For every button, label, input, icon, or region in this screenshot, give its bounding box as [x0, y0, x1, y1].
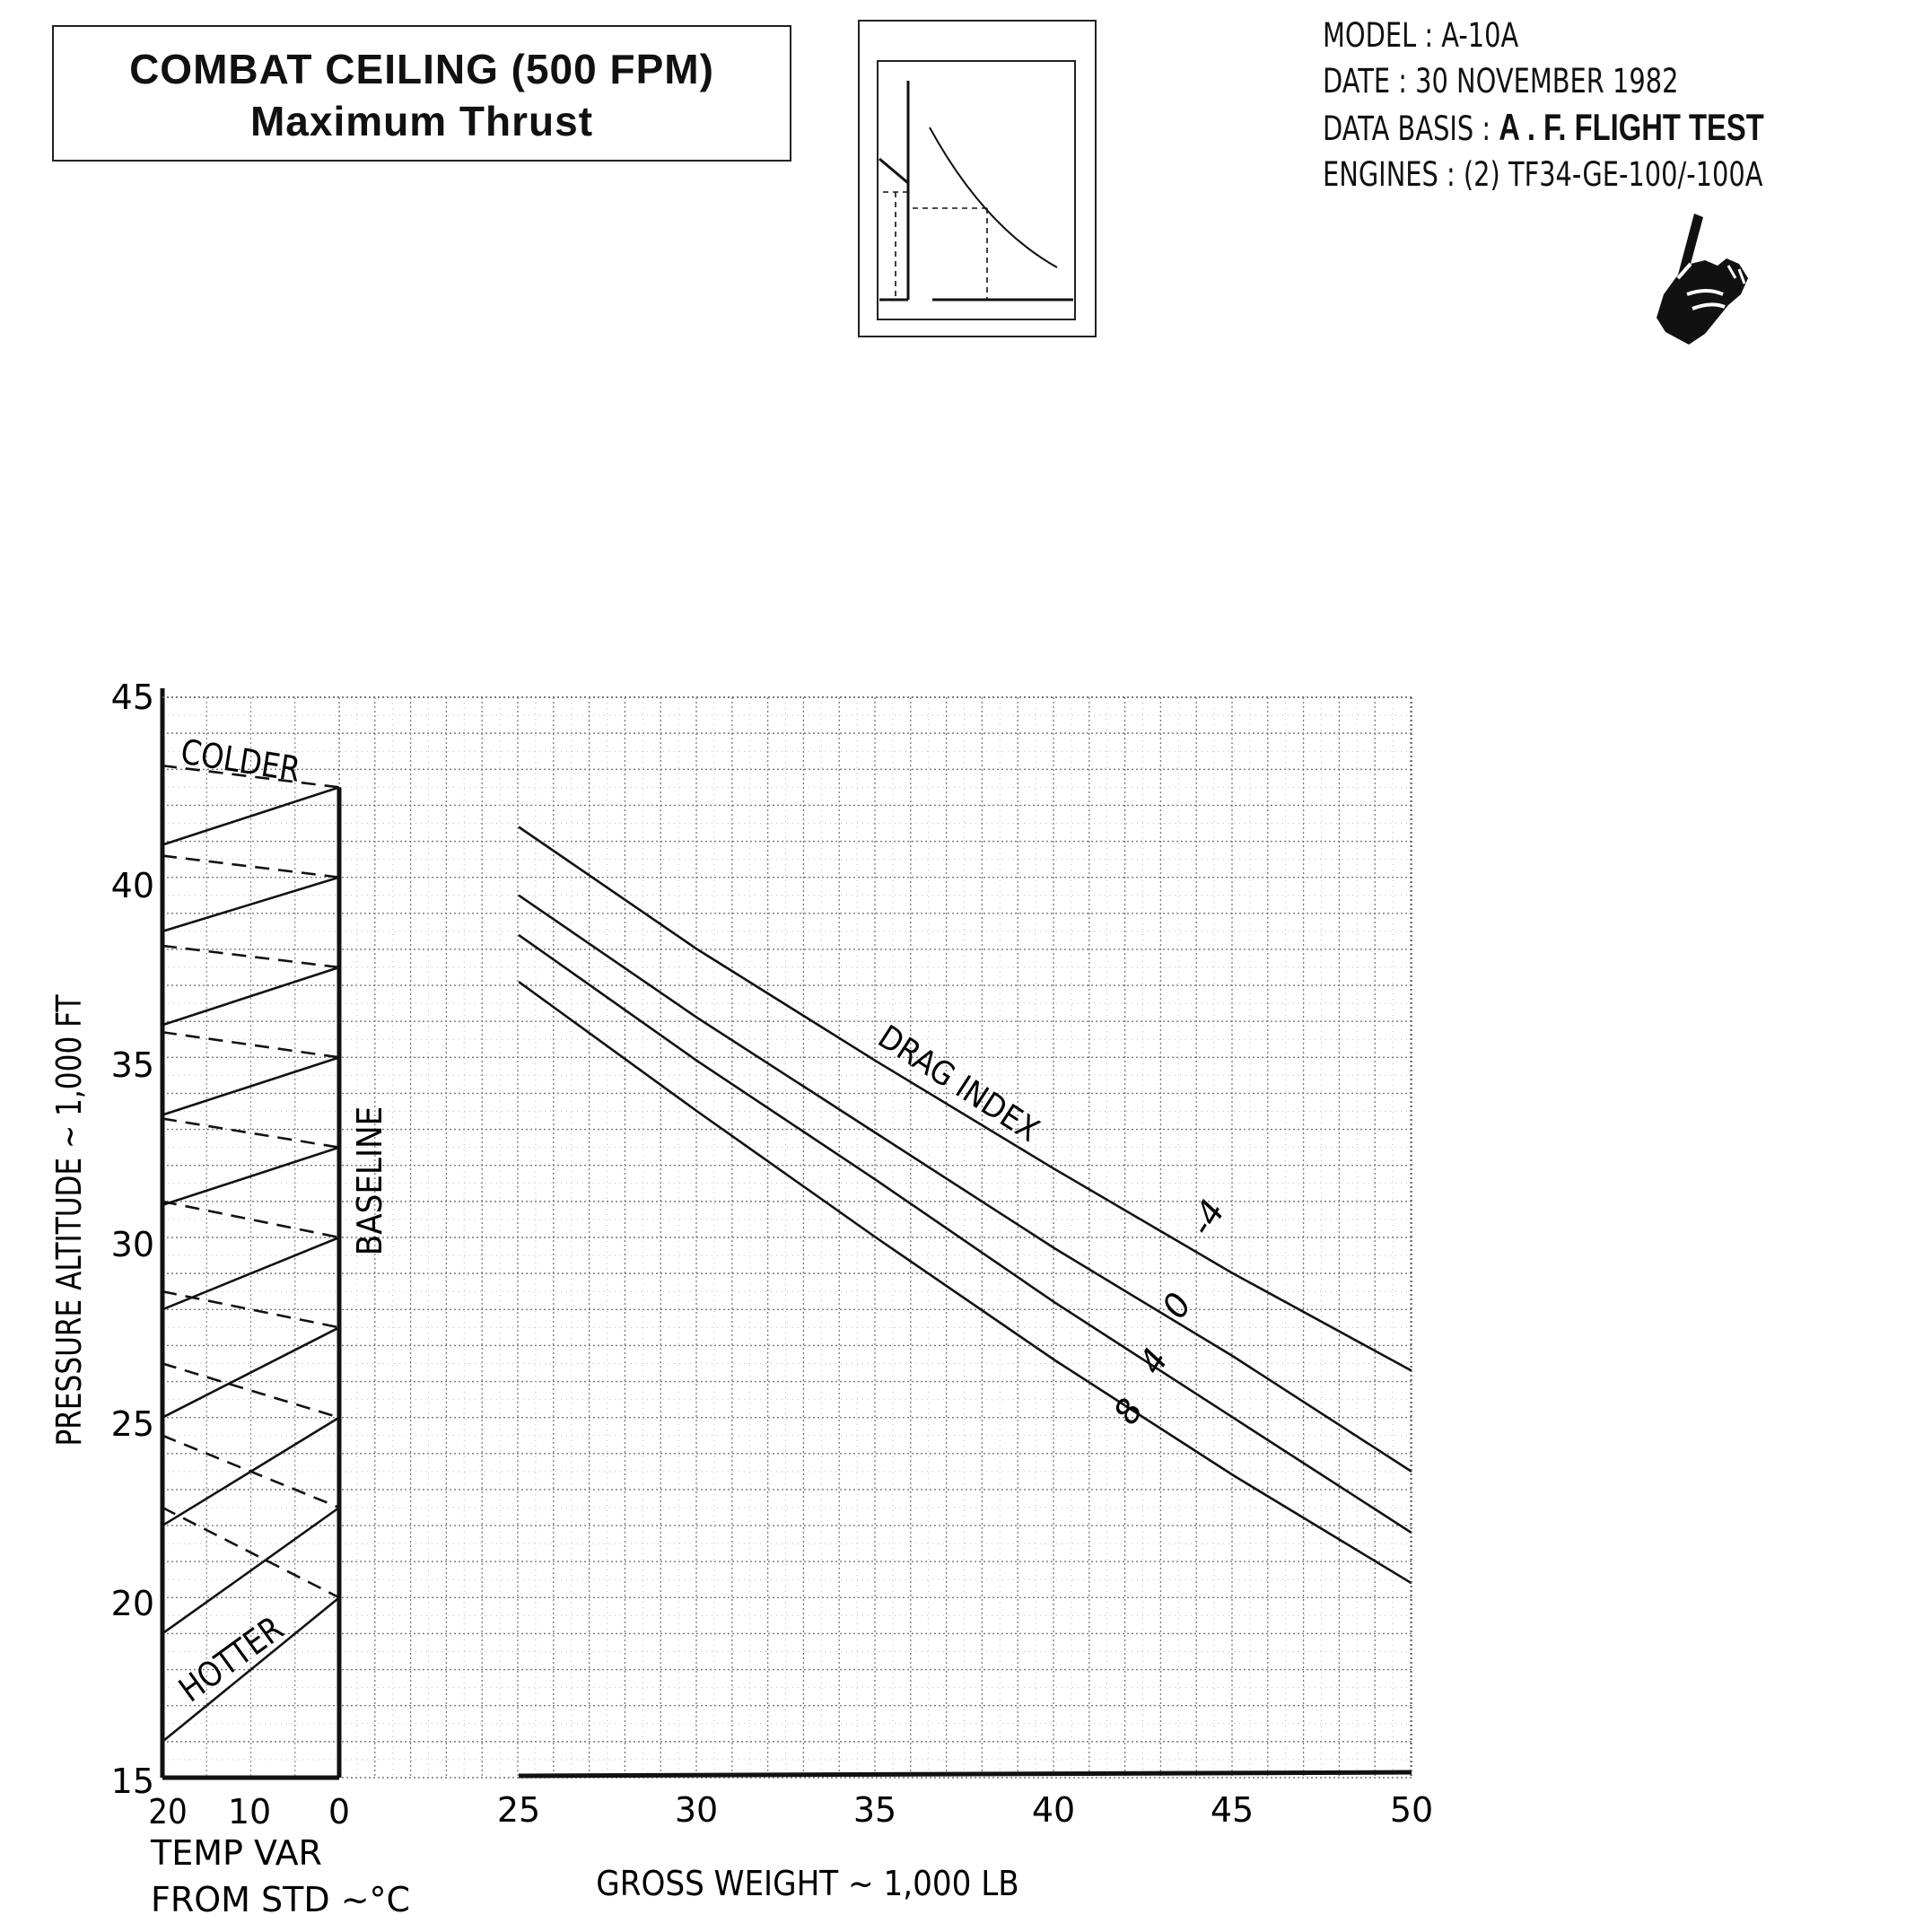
drag-index-title: DRAG INDEX: [871, 1018, 1045, 1150]
drag-index-series-line: [518, 933, 1412, 1534]
temp-x-tick: 0: [328, 1792, 350, 1831]
temp-x-tick: 10: [228, 1792, 271, 1831]
weight-x-tick: 50: [1390, 1790, 1433, 1830]
weight-x-axis-label: GROSS WEIGHT ~ 1,000 LB: [596, 1863, 1018, 1903]
series-label: 4: [1131, 1342, 1176, 1381]
weight-x-tick: 25: [497, 1790, 540, 1830]
drag-index-series-line: [518, 826, 1412, 1372]
y-tick-label: 40: [111, 866, 154, 905]
model-value: A-10A: [1441, 16, 1519, 55]
series-label: -4: [1181, 1193, 1232, 1242]
info-data-basis: DATA BASIS : A . F. FLIGHT TEST: [1323, 104, 1764, 152]
info-engines: ENGINES : (2) TF34-GE-100/-100A: [1323, 152, 1764, 197]
colder-guide-line: [162, 1434, 340, 1509]
engines-value: (2) TF34-GE-100/-100A: [1463, 155, 1763, 194]
y-tick-label: 35: [111, 1045, 154, 1085]
weight-x-tick: 40: [1032, 1790, 1075, 1830]
y-tick-label: 15: [111, 1762, 154, 1801]
chart-usage-diagram-icon: [858, 20, 1097, 337]
hotter-guide-line: [162, 1326, 340, 1419]
chart-subtitle: Maximum Thrust: [249, 98, 594, 144]
colder-guide-line: [162, 944, 340, 969]
temp-x-axis-label-line2: FROM STD ~°C: [151, 1880, 410, 1919]
y-tick-label: 45: [111, 678, 154, 717]
hotter-guide-line: [162, 1596, 340, 1743]
drag-index-lines: [518, 826, 1412, 1585]
info-model: MODEL : A-10A: [1323, 13, 1764, 58]
date-label: DATE :: [1323, 62, 1416, 101]
chart-title: COMBAT CEILING (500 FPM): [129, 46, 714, 92]
weight-x-tick: 35: [853, 1790, 896, 1830]
drag-index-series-line: [518, 894, 1412, 1473]
chart-title-box: COMBAT CEILING (500 FPM) Maximum Thrust: [52, 25, 791, 162]
colder-guide-line: [162, 1200, 340, 1239]
date-value: 30 NOVEMBER 1982: [1415, 62, 1679, 101]
temp-x-axis-label: TEMP VAR: [150, 1833, 322, 1873]
hotter-guide-line: [162, 1056, 340, 1116]
weight-x-tick: 30: [675, 1790, 718, 1830]
model-label: MODEL :: [1323, 16, 1442, 55]
hotter-label: HOTTER: [172, 1609, 291, 1710]
y-axis-label: PRESSURE ALTITUDE ~ 1,000 FT: [50, 994, 90, 1447]
engines-label: ENGINES :: [1323, 155, 1464, 194]
drag-index-series-line: [518, 981, 1412, 1585]
temperature-correction-lines: [162, 764, 340, 1743]
weight-x-tick: 45: [1211, 1790, 1254, 1830]
colder-guide-line: [162, 1289, 340, 1329]
info-date: DATE : 30 NOVEMBER 1982: [1323, 58, 1764, 104]
colder-guide-line: [162, 1030, 340, 1059]
pointing-hand-icon: [1657, 214, 1748, 345]
chart-axes: [160, 688, 1412, 1780]
hotter-guide-line: [162, 966, 340, 1027]
hotter-guide-line: [162, 786, 340, 846]
temp-x-tick: 20: [148, 1792, 188, 1831]
chart-info-block: MODEL : A-10A DATE : 30 NOVEMBER 1982 DA…: [1323, 13, 1764, 197]
baseline-label: BASELINE: [349, 1106, 389, 1255]
weight-panel-bottom-axis: [518, 1770, 1412, 1779]
colder-guide-line: [162, 764, 340, 789]
hotter-guide-line: [162, 876, 340, 933]
colder-guide-line: [162, 1117, 340, 1149]
y-tick-label: 20: [111, 1584, 154, 1623]
hotter-guide-line: [162, 1506, 340, 1635]
colder-label: COLDER: [178, 732, 302, 791]
colder-guide-line: [162, 1362, 340, 1419]
data-basis-value: A . F. FLIGHT TEST: [1499, 106, 1764, 148]
colder-guide-line: [162, 854, 340, 879]
series-label: 0: [1154, 1286, 1199, 1325]
data-basis-label: DATA BASIS :: [1323, 109, 1499, 148]
colder-guide-line: [162, 1506, 340, 1599]
y-tick-label: 30: [111, 1225, 154, 1264]
hotter-guide-line: [162, 1146, 340, 1207]
y-tick-label: 25: [111, 1404, 154, 1444]
